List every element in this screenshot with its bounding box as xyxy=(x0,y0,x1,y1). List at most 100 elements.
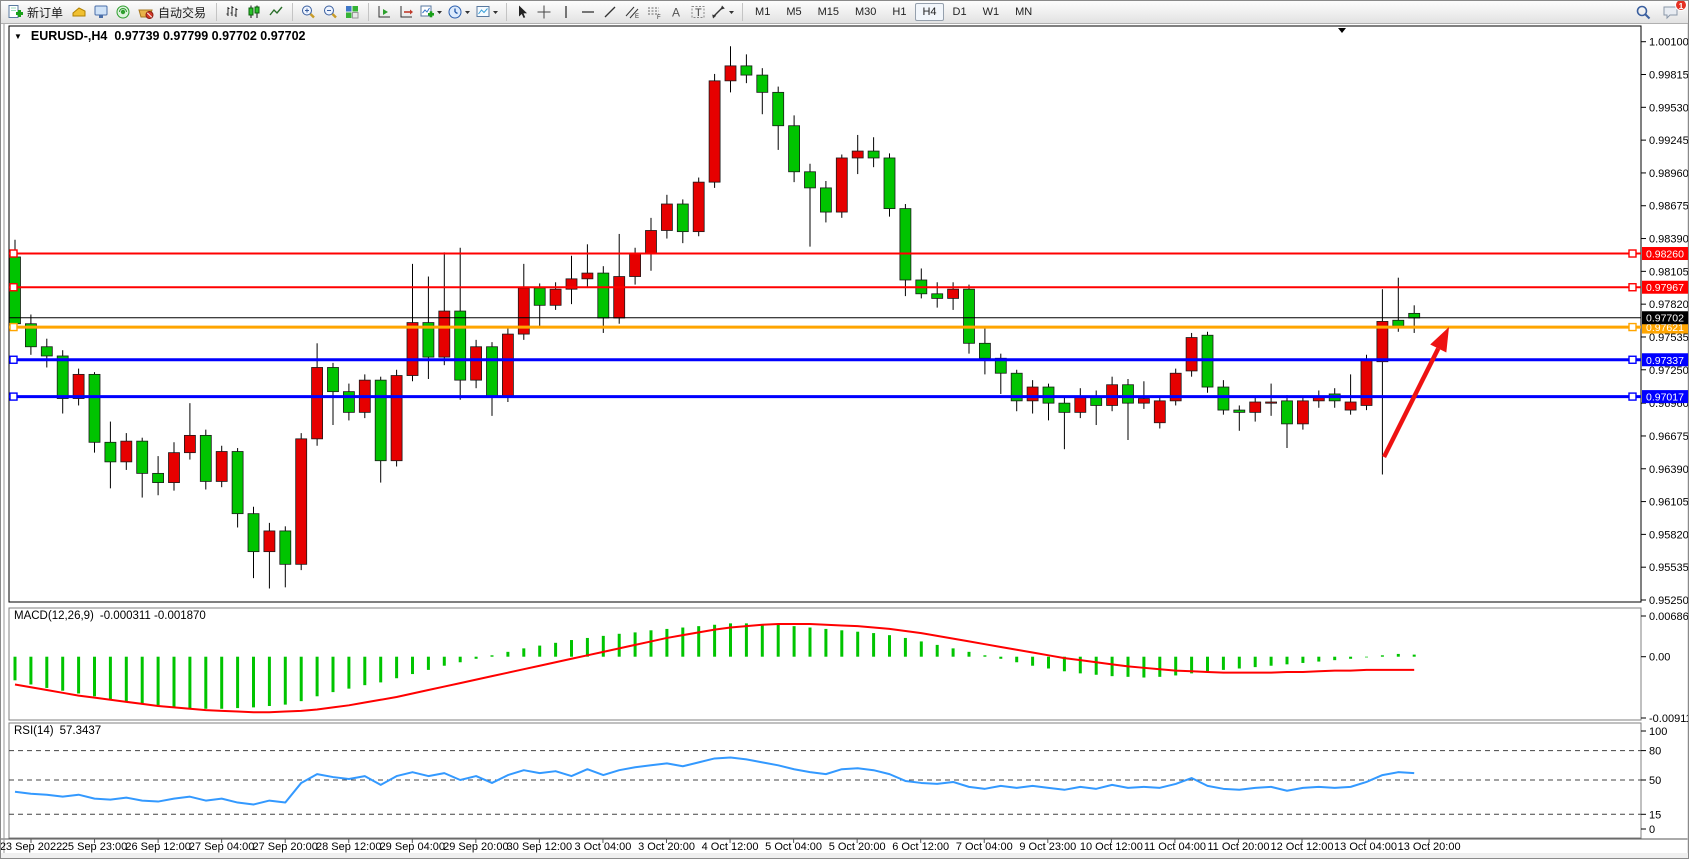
svg-text:10 Oct 12:00: 10 Oct 12:00 xyxy=(1080,841,1143,853)
svg-text:0.96105: 0.96105 xyxy=(1649,497,1689,509)
notifications-button[interactable]: 1 xyxy=(1660,1,1687,22)
svg-text:4 Oct 12:00: 4 Oct 12:00 xyxy=(702,841,759,853)
tf-button-MN[interactable]: MN xyxy=(1015,6,1033,18)
text-label-tool-button[interactable]: T xyxy=(687,2,709,22)
candlestick-chart-type-button[interactable] xyxy=(243,2,265,22)
svg-text:3 Oct 20:00: 3 Oct 20:00 xyxy=(638,841,695,853)
rsi-indicator-value: 57.3437 xyxy=(59,725,102,737)
chart-shift-icon xyxy=(400,6,414,18)
new-order-button[interactable]: 新订单 xyxy=(4,2,68,22)
tf-button-M15[interactable]: M15 xyxy=(817,6,839,18)
svg-text:5 Oct 04:00: 5 Oct 04:00 xyxy=(765,841,822,853)
market-watch-button[interactable] xyxy=(90,2,112,22)
toolbar-separator xyxy=(502,3,508,21)
svg-text:100: 100 xyxy=(1649,726,1667,738)
horizontal-line-tool-button[interactable] xyxy=(577,2,599,22)
macd-indicator-label: MACD(12,26,9) xyxy=(14,610,94,622)
bar-chart-type-button[interactable] xyxy=(221,2,243,22)
svg-text:12 Oct 12:00: 12 Oct 12:00 xyxy=(1271,841,1334,853)
new-chart-button[interactable] xyxy=(68,2,90,22)
arrow-objects-icon xyxy=(712,5,725,19)
chart-title-row[interactable]: ▼ EURUSD-,H4 0.97739 0.97799 0.97702 0.9… xyxy=(14,29,305,43)
svg-text:27 Sep 04:00: 27 Sep 04:00 xyxy=(189,841,254,853)
tf-button-D1[interactable]: D1 xyxy=(952,6,967,18)
tf-button-M5[interactable]: M5 xyxy=(786,6,802,18)
svg-text:0.97621: 0.97621 xyxy=(1646,322,1684,334)
svg-text:0.95250: 0.95250 xyxy=(1649,595,1689,607)
crosshair-tool-button[interactable] xyxy=(533,2,555,22)
macd-signal-line xyxy=(14,623,1415,714)
chevron-down-icon xyxy=(729,11,735,14)
new-chart-icon xyxy=(72,7,86,17)
search-button[interactable] xyxy=(1632,2,1654,22)
templates-button[interactable] xyxy=(473,2,501,22)
tf-button-M30[interactable]: M30 xyxy=(855,6,877,18)
trendline-tool-button[interactable] xyxy=(599,2,621,22)
svg-text:29 Sep 04:00: 29 Sep 04:00 xyxy=(380,841,445,853)
symbol-dropdown-icon[interactable]: ▼ xyxy=(14,31,22,41)
tf-button-M1[interactable]: M1 xyxy=(755,6,771,18)
text-tool-button[interactable]: A xyxy=(665,2,687,22)
chevron-down-icon xyxy=(465,11,471,14)
timeframe-button-group: M1 M5 M15 M30 H1 H4 D1 W1 MN xyxy=(747,3,1040,21)
svg-text:11 Oct 20:00: 11 Oct 20:00 xyxy=(1207,841,1269,853)
vertical-line-tool-button[interactable] xyxy=(555,2,577,22)
trend-arrow-annotation xyxy=(1430,327,1449,353)
chart-shift-button[interactable] xyxy=(395,2,417,22)
zoom-in-icon xyxy=(301,5,315,19)
ea-signal-icon xyxy=(116,5,130,19)
horizontal-line-icon xyxy=(582,11,595,13)
svg-text:0.97535: 0.97535 xyxy=(1649,332,1689,344)
svg-text:23 Sep 2022: 23 Sep 2022 xyxy=(1,841,62,853)
svg-text:0.95535: 0.95535 xyxy=(1649,562,1689,574)
zoom-in-button[interactable] xyxy=(297,2,319,22)
indicators-button[interactable] xyxy=(417,2,445,22)
toolbar-separator xyxy=(738,3,744,21)
svg-text:F: F xyxy=(657,15,661,20)
svg-text:27 Sep 20:00: 27 Sep 20:00 xyxy=(252,841,317,853)
svg-text:0.98675: 0.98675 xyxy=(1649,201,1689,213)
candlestick-chart-icon xyxy=(248,5,260,18)
auto-trading-button[interactable]: 自动交易 xyxy=(134,2,211,22)
chevron-down-icon xyxy=(493,11,499,14)
cursor-tool-button[interactable] xyxy=(511,2,533,22)
vertical-line-icon xyxy=(565,6,567,18)
svg-text:0.96675: 0.96675 xyxy=(1649,431,1689,443)
channel-tool-button[interactable]: E xyxy=(621,2,643,22)
svg-text:0.98960: 0.98960 xyxy=(1649,168,1689,180)
rsi-indicator-label: RSI(14) xyxy=(14,725,54,737)
periods-button[interactable] xyxy=(445,2,473,22)
indicators-add-icon xyxy=(420,5,435,18)
svg-text:30 Sep 12:00: 30 Sep 12:00 xyxy=(507,841,572,853)
line-chart-type-button[interactable] xyxy=(265,2,287,22)
svg-text:0.96390: 0.96390 xyxy=(1649,464,1689,476)
svg-text:A: A xyxy=(672,6,680,20)
zoom-out-button[interactable] xyxy=(319,2,341,22)
svg-text:0.97337: 0.97337 xyxy=(1646,355,1684,367)
ohlc-quotes: 0.97739 0.97799 0.97702 0.97702 xyxy=(114,29,306,43)
toolbar-separator xyxy=(288,3,294,21)
svg-text:6 Oct 12:00: 6 Oct 12:00 xyxy=(892,841,949,853)
chevron-down-icon xyxy=(437,11,443,14)
svg-text:0.97702: 0.97702 xyxy=(1646,313,1684,325)
auto-scroll-button[interactable] xyxy=(373,2,395,22)
tile-windows-button[interactable] xyxy=(341,2,363,22)
fibonacci-tool-button[interactable]: F xyxy=(643,2,665,22)
new-order-icon xyxy=(8,5,23,18)
ea-signal-button[interactable] xyxy=(112,2,134,22)
rsi-line xyxy=(14,756,1415,806)
fibonacci-icon: F xyxy=(647,7,661,20)
tf-button-H4[interactable]: H4 xyxy=(915,3,944,21)
template-icon xyxy=(476,6,490,17)
svg-text:15: 15 xyxy=(1649,809,1661,821)
tf-button-W1[interactable]: W1 xyxy=(982,6,1000,18)
svg-text:80: 80 xyxy=(1649,746,1661,758)
auto-trading-icon xyxy=(138,9,154,19)
arrows-tool-button[interactable] xyxy=(709,2,737,22)
svg-text:5 Oct 20:00: 5 Oct 20:00 xyxy=(829,841,886,853)
trendline-icon xyxy=(604,6,616,18)
svg-text:0.006868: 0.006868 xyxy=(1649,611,1689,623)
tf-button-H1[interactable]: H1 xyxy=(892,6,907,18)
